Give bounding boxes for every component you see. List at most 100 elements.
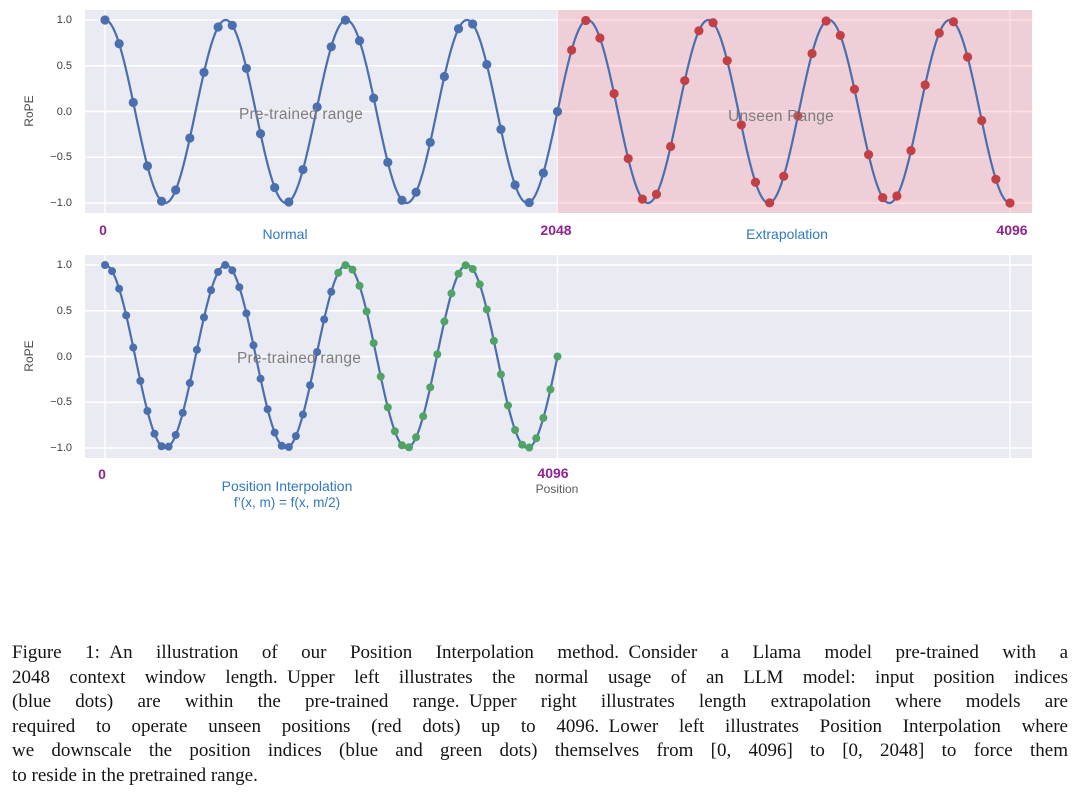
position-data-point bbox=[468, 19, 478, 29]
x-tick-0-bottom: 0 bbox=[98, 466, 106, 482]
position-data-point bbox=[340, 15, 350, 25]
position-data-point bbox=[666, 141, 676, 152]
position-data-point bbox=[807, 48, 817, 59]
position-data-point bbox=[143, 407, 152, 416]
position-data-point bbox=[156, 196, 167, 206]
position-data-point bbox=[439, 71, 449, 82]
position-data-point bbox=[128, 97, 138, 108]
position-data-point bbox=[419, 412, 428, 421]
position-data-point bbox=[793, 111, 803, 121]
y-tick-label: 1.0 bbox=[56, 259, 72, 271]
position-data-point bbox=[962, 52, 973, 62]
y-tick-label: 1.0 bbox=[56, 14, 72, 26]
position-data-point bbox=[122, 311, 131, 320]
y-tick-label: −0.5 bbox=[50, 151, 72, 164]
position-data-point bbox=[475, 280, 484, 289]
position-data-point bbox=[405, 443, 414, 452]
position-data-point bbox=[157, 442, 166, 451]
position-data-point bbox=[835, 30, 845, 41]
x-axis-title-position: Position bbox=[535, 482, 579, 496]
caption-line: we downscale the position indices (blue … bbox=[12, 740, 1068, 762]
position-data-point bbox=[192, 345, 201, 354]
position-data-point bbox=[694, 26, 704, 36]
position-data-point bbox=[263, 405, 272, 414]
position-data-point bbox=[136, 376, 145, 385]
position-data-point bbox=[651, 189, 662, 199]
position-data-point bbox=[433, 350, 442, 359]
position-data-point bbox=[708, 18, 718, 28]
position-data-point bbox=[489, 336, 498, 345]
position-data-point bbox=[270, 182, 280, 193]
position-data-point bbox=[383, 157, 393, 167]
position-data-point bbox=[510, 180, 520, 190]
unseen-range-annotation: Unseen Range bbox=[728, 108, 834, 125]
position-data-point bbox=[362, 307, 371, 316]
y-tick-label: −1.0 bbox=[50, 442, 72, 454]
position-data-point bbox=[326, 42, 336, 52]
position-data-point bbox=[546, 385, 555, 394]
position-data-point bbox=[235, 283, 244, 292]
position-data-point bbox=[291, 432, 300, 441]
position-data-point bbox=[821, 16, 831, 26]
position-data-point bbox=[171, 430, 180, 439]
position-data-point bbox=[129, 343, 138, 352]
position-data-point bbox=[214, 267, 223, 276]
position-data-point bbox=[425, 137, 435, 147]
position-data-point bbox=[114, 39, 124, 49]
position-data-point bbox=[199, 313, 208, 322]
position-data-point bbox=[320, 315, 329, 324]
position-data-point bbox=[313, 348, 322, 357]
position-data-point bbox=[241, 63, 252, 73]
position-data-point bbox=[150, 429, 159, 438]
interpolation-formula: f’(x, m) = f(x, m/2) bbox=[233, 495, 341, 510]
position-data-point bbox=[878, 193, 888, 203]
position-data-point bbox=[354, 36, 365, 46]
y-tick-label: 0.5 bbox=[56, 304, 72, 317]
position-data-point bbox=[482, 59, 492, 70]
position-data-point bbox=[341, 261, 350, 270]
position-data-point bbox=[440, 317, 449, 326]
rope-plot-position-interpolation bbox=[85, 255, 1032, 458]
position-data-point bbox=[249, 341, 258, 350]
position-data-point bbox=[453, 24, 464, 34]
position-data-point bbox=[539, 413, 548, 422]
position-data-point bbox=[383, 403, 392, 412]
position-data-point bbox=[376, 372, 385, 381]
position-data-point bbox=[482, 305, 491, 314]
x-tick-2048: 2048 bbox=[540, 222, 572, 238]
position-data-point bbox=[722, 56, 732, 66]
position-data-point bbox=[171, 185, 181, 195]
position-data-point bbox=[468, 264, 477, 273]
caption-line: 2048 context window length. Upper left i… bbox=[12, 666, 1068, 688]
position-data-point bbox=[454, 269, 463, 278]
position-data-point bbox=[765, 198, 775, 208]
position-data-point bbox=[553, 352, 562, 361]
position-data-point bbox=[298, 164, 308, 175]
position-data-point bbox=[518, 440, 527, 449]
position-data-point bbox=[524, 197, 534, 208]
position-data-point bbox=[164, 442, 173, 451]
position-data-point bbox=[312, 102, 322, 112]
position-data-point bbox=[284, 197, 294, 207]
position-data-point bbox=[736, 120, 746, 130]
y-tick-label: 0.5 bbox=[56, 59, 72, 72]
position-data-point bbox=[298, 410, 307, 419]
position-data-point bbox=[849, 84, 860, 94]
position-data-point bbox=[348, 265, 357, 274]
position-data-point bbox=[242, 309, 251, 318]
position-data-point bbox=[934, 28, 944, 38]
position-data-point bbox=[532, 434, 541, 443]
position-data-point bbox=[552, 106, 563, 117]
position-data-point bbox=[221, 261, 230, 270]
position-data-point bbox=[750, 177, 761, 187]
position-data-point bbox=[228, 266, 237, 275]
position-interpolation-label: Position Interpolation bbox=[221, 478, 353, 494]
position-data-point bbox=[178, 408, 187, 417]
position-data-point bbox=[327, 287, 336, 296]
caption-line: (blue dots) are within the pre-trained r… bbox=[12, 691, 1068, 713]
position-data-point bbox=[991, 174, 1001, 184]
position-data-point bbox=[390, 427, 399, 436]
position-data-point bbox=[680, 76, 690, 86]
position-data-point bbox=[284, 443, 293, 452]
normal-label: Normal bbox=[262, 226, 308, 242]
